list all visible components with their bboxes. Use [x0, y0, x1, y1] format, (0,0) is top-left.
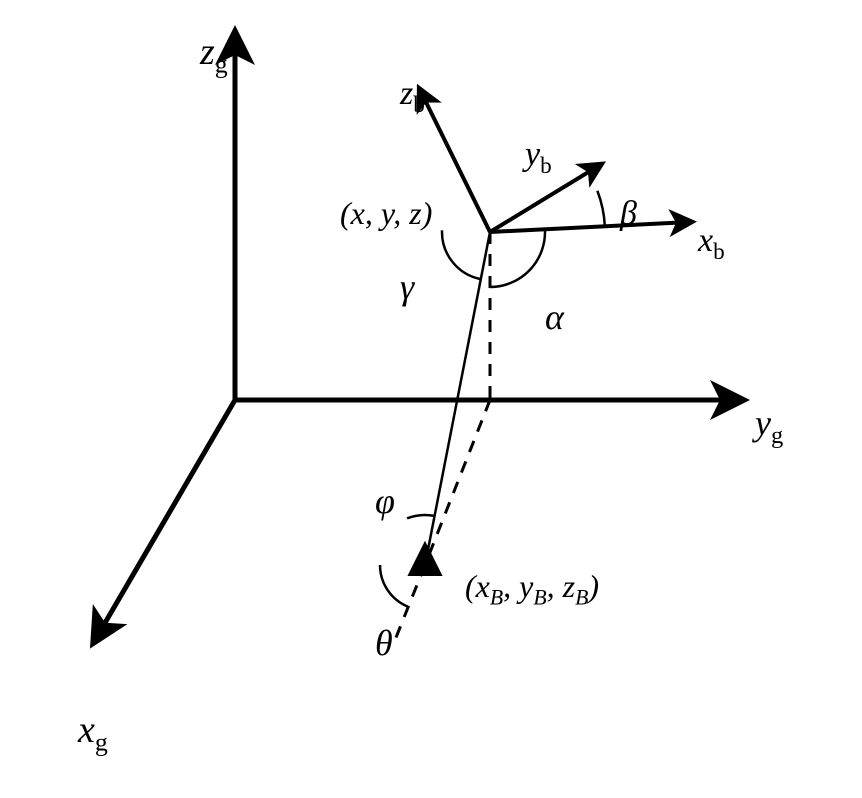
gamma-label: γ: [400, 266, 414, 308]
body-axes: [420, 90, 690, 232]
xg-axis-label: xg: [78, 708, 108, 758]
point-b-label: (x, y, z): [340, 195, 432, 232]
beta-label: β: [620, 195, 637, 233]
global-axes: [95, 35, 740, 640]
theta-label: θ: [375, 622, 393, 664]
zb-axis-label: zb: [400, 75, 425, 119]
coordinate-diagram: [0, 0, 862, 798]
xb-axis-label: xb: [698, 222, 725, 266]
phi-label: φ: [375, 480, 395, 522]
yb-axis-label: yb: [525, 136, 552, 180]
alpha-label: α: [545, 296, 564, 338]
zg-axis-label: zg: [200, 30, 228, 80]
yg-axis-label: yg: [755, 402, 783, 450]
triangle-marker: [407, 541, 442, 576]
point-B-label: (xB, yB, zB): [465, 568, 599, 610]
